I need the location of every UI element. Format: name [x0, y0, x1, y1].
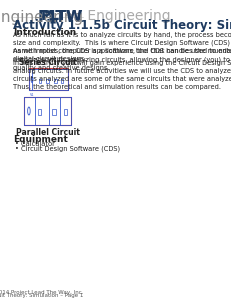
Text: Equipment: Equipment	[13, 135, 68, 144]
Text: PLTW: PLTW	[37, 10, 83, 25]
FancyBboxPatch shape	[29, 68, 68, 90]
Text: Engineering: Engineering	[83, 9, 171, 23]
FancyBboxPatch shape	[39, 79, 41, 83]
FancyBboxPatch shape	[54, 79, 57, 83]
FancyBboxPatch shape	[61, 79, 63, 83]
Text: V1: V1	[30, 93, 34, 97]
FancyBboxPatch shape	[52, 109, 55, 115]
Text: Activity 1.1.5b Circuit Theory: Simulation: Activity 1.1.5b Circuit Theory: Simulati…	[13, 19, 231, 32]
Text: Digital Electronics Activity 1.1.5b Circuit Theory: Simulation – Page 1: Digital Electronics Activity 1.1.5b Circ…	[0, 293, 83, 298]
Text: • Calculator: • Calculator	[15, 141, 55, 147]
Text: • Circuit Design Software (CDS): • Circuit Design Software (CDS)	[15, 146, 120, 152]
FancyBboxPatch shape	[46, 79, 49, 83]
Text: As with most computer applications, the CDS handles the mundane  and repetitive : As with most computer applications, the …	[13, 49, 231, 71]
Text: PLTW: PLTW	[40, 9, 82, 23]
Text: As much fun as it is to analyze circuits by hand, the process becomes tedious as: As much fun as it is to analyze circuits…	[13, 32, 231, 62]
FancyBboxPatch shape	[24, 97, 71, 125]
FancyBboxPatch shape	[38, 109, 41, 115]
Text: Introduction: Introduction	[13, 28, 76, 37]
Text: In this activity you will gain experience using the Circuit Design Software to a: In this activity you will gain experienc…	[13, 60, 231, 90]
Text: Series Circuit: Series Circuit	[19, 58, 76, 67]
Text: © 2014 Project Lead The Way, Inc.: © 2014 Project Lead The Way, Inc.	[0, 290, 83, 295]
Text: Engineering: Engineering	[0, 10, 83, 25]
FancyBboxPatch shape	[64, 109, 67, 115]
Text: Parallel Circuit: Parallel Circuit	[16, 128, 80, 137]
